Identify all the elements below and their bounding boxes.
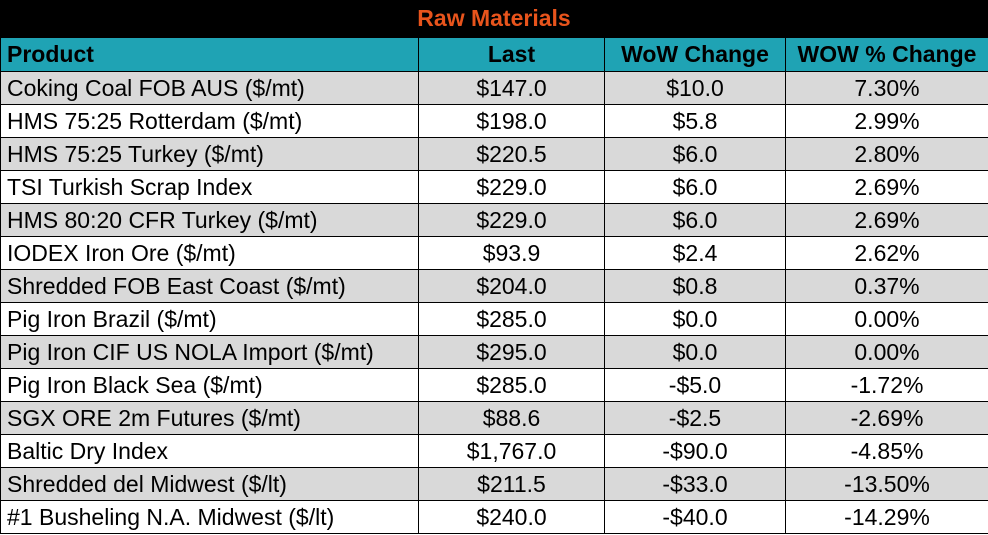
wow-change-cell: -$90.0 [604, 434, 786, 468]
table-body: Coking Coal FOB AUS ($/mt) $147.0 $10.0 7.3… [0, 71, 988, 534]
product-cell: HMS 75:25 Rotterdam ($/mt) [0, 104, 419, 138]
header-row: Product Last WoW Change WOW % Change [0, 37, 988, 72]
last-cell: $220.5 [418, 137, 605, 171]
last-cell: $229.0 [418, 170, 605, 204]
wow-pct-change-cell: 2.69% [785, 203, 988, 237]
last-cell: $93.9 [418, 236, 605, 270]
wow-pct-change-cell: 0.00% [785, 335, 988, 369]
column-header-product: Product [0, 37, 419, 72]
last-cell: $285.0 [418, 302, 605, 336]
table-row: #1 Busheling N.A. Midwest ($/lt) $240.0 -$… [0, 500, 988, 534]
product-cell: TSI Turkish Scrap Index [0, 170, 419, 204]
wow-pct-change-cell: 0.00% [785, 302, 988, 336]
product-cell: Pig Iron CIF US NOLA Import ($/mt) [0, 335, 419, 369]
wow-pct-change-cell: 2.62% [785, 236, 988, 270]
product-cell: Pig Iron Brazil ($/mt) [0, 302, 419, 336]
last-cell: $229.0 [418, 203, 605, 237]
last-cell: $204.0 [418, 269, 605, 303]
last-cell: $147.0 [418, 71, 605, 105]
wow-pct-change-cell: -14.29% [785, 500, 988, 534]
product-cell: HMS 80:20 CFR Turkey ($/mt) [0, 203, 419, 237]
table-row: TSI Turkish Scrap Index $229.0 $6.0 2.69% [0, 170, 988, 204]
table-row: HMS 80:20 CFR Turkey ($/mt) $229.0 $6.0 2.6… [0, 203, 988, 237]
last-cell: $285.0 [418, 368, 605, 402]
wow-change-cell: -$40.0 [604, 500, 786, 534]
wow-pct-change-cell: 2.69% [785, 170, 988, 204]
product-cell: IODEX Iron Ore ($/mt) [0, 236, 419, 270]
last-cell: $1,767.0 [418, 434, 605, 468]
table-row: Shredded del Midwest ($/lt) $211.5 -$33.0-… [0, 467, 988, 501]
product-cell: #1 Busheling N.A. Midwest ($/lt) [0, 500, 419, 534]
last-cell: $211.5 [418, 467, 605, 501]
table-row: Pig Iron Black Sea ($/mt) $285.0 -$5.0 -1.7… [0, 368, 988, 402]
product-cell: Pig Iron Black Sea ($/mt) [0, 368, 419, 402]
wow-pct-change-cell: 0.37% [785, 269, 988, 303]
wow-change-cell: $10.0 [604, 71, 786, 105]
wow-change-cell: $5.8 [604, 104, 786, 138]
wow-change-cell: $6.0 [604, 137, 786, 171]
product-cell: Shredded FOB East Coast ($/mt) [0, 269, 419, 303]
wow-change-cell: $6.0 [604, 170, 786, 204]
table-row: Pig Iron CIF US NOLA Import ($/mt) $295.0… [0, 335, 988, 369]
table-row: Baltic Dry Index $1,767.0 -$90.0 -4.85% [0, 434, 988, 468]
wow-change-cell: -$5.0 [604, 368, 786, 402]
wow-change-cell: $0.0 [604, 335, 786, 369]
table-title: Raw Materials [0, 0, 988, 37]
wow-pct-change-cell: -2.69% [785, 401, 988, 435]
product-cell: Shredded del Midwest ($/lt) [0, 467, 419, 501]
wow-change-cell: -$2.5 [604, 401, 786, 435]
table-row: Pig Iron Brazil ($/mt) $285.0 $0.0 0.00% [0, 302, 988, 336]
table-row: Coking Coal FOB AUS ($/mt) $147.0 $10.0 7.3… [0, 71, 988, 105]
wow-pct-change-cell: 7.30% [785, 71, 988, 105]
column-header-wow-change: WoW Change [604, 37, 786, 72]
data-table: Product Last WoW Change WOW % Change Cok… [0, 37, 988, 534]
column-header-wow-pct-change: WOW % Change [785, 37, 988, 72]
wow-pct-change-cell: -1.72% [785, 368, 988, 402]
table-row: SGX ORE 2m Futures ($/mt) $88.6 -$2.5 -2.69… [0, 401, 988, 435]
last-cell: $295.0 [418, 335, 605, 369]
product-cell: Coking Coal FOB AUS ($/mt) [0, 71, 419, 105]
wow-pct-change-cell: 2.80% [785, 137, 988, 171]
wow-pct-change-cell: 2.99% [785, 104, 988, 138]
wow-pct-change-cell: -4.85% [785, 434, 988, 468]
product-cell: HMS 75:25 Turkey ($/mt) [0, 137, 419, 171]
table-row: HMS 75:25 Turkey ($/mt) $220.5 $6.0 2.80% [0, 137, 988, 171]
wow-change-cell: -$33.0 [604, 467, 786, 501]
wow-change-cell: $0.8 [604, 269, 786, 303]
table-row: Shredded FOB East Coast ($/mt) $204.0 $0.8… [0, 269, 988, 303]
last-cell: $198.0 [418, 104, 605, 138]
product-cell: SGX ORE 2m Futures ($/mt) [0, 401, 419, 435]
last-cell: $240.0 [418, 500, 605, 534]
column-header-last: Last [418, 37, 605, 72]
table-row: HMS 75:25 Rotterdam ($/mt) $198.0 $5.8 2.99… [0, 104, 988, 138]
wow-change-cell: $0.0 [604, 302, 786, 336]
wow-change-cell: $2.4 [604, 236, 786, 270]
wow-change-cell: $6.0 [604, 203, 786, 237]
wow-pct-change-cell: -13.50% [785, 467, 988, 501]
last-cell: $88.6 [418, 401, 605, 435]
product-cell: Baltic Dry Index [0, 434, 419, 468]
table-row: IODEX Iron Ore ($/mt) $93.9 $2.4 2.62% [0, 236, 988, 270]
